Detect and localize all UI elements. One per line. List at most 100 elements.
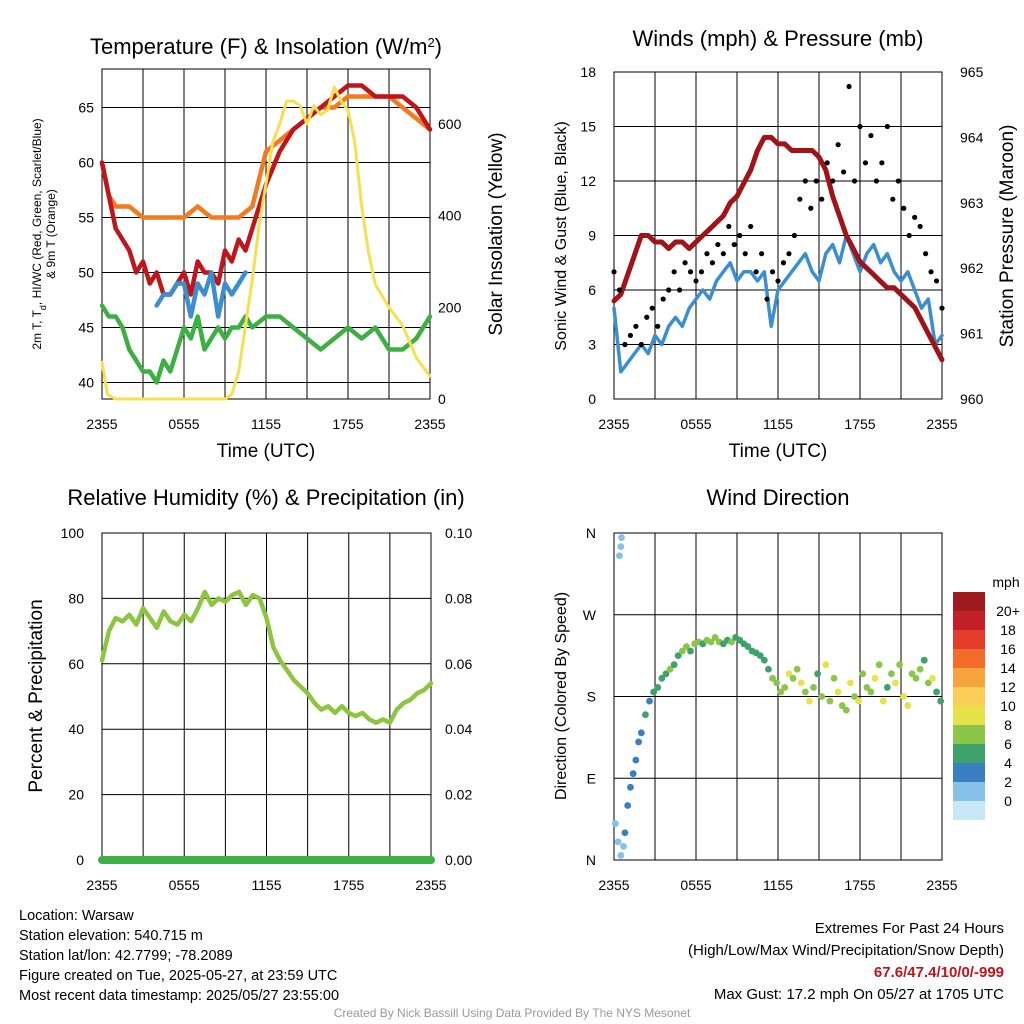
direction-point: [662, 670, 670, 678]
gust-point: [731, 241, 737, 248]
gust-point: [846, 83, 852, 90]
pressure-ytick-label: 964: [960, 129, 984, 145]
created-text: Figure created on Tue, 2025-05-27, at 23…: [19, 968, 338, 984]
colorbar-label: 10: [1000, 698, 1016, 714]
colorbar-swatch: [953, 782, 985, 801]
gust-point: [901, 205, 907, 211]
direction-point: [937, 697, 945, 705]
gust-point: [655, 323, 661, 329]
direction-ytick-label: N: [586, 525, 596, 541]
humidity-axes-xtick-label: 2355: [415, 877, 446, 893]
colorbar-label: 18: [1000, 622, 1016, 638]
temperature-ytick-label: 65: [78, 100, 94, 116]
direction-point: [806, 697, 813, 705]
gust-point: [737, 232, 743, 239]
direction-point: [683, 643, 690, 650]
humidity-axes-xtick-label: 2355: [86, 877, 117, 893]
gust-point: [912, 214, 918, 220]
humidity-ytick-label: 80: [68, 590, 84, 606]
colorbar-swatch: [953, 687, 985, 706]
direction-point: [900, 693, 908, 700]
gust-point: [693, 278, 699, 284]
colorbar-label: 12: [1000, 679, 1016, 695]
pressure-ytick-label: 965: [960, 64, 984, 80]
direction-point: [611, 820, 619, 828]
direction-axes-xtick-label: 1155: [763, 877, 793, 893]
temperature-ytick-label: 55: [78, 210, 94, 226]
winds-axes-xtick-label: 1755: [844, 416, 875, 432]
direction-point: [781, 684, 789, 691]
gust-point: [917, 223, 923, 230]
direction-point: [666, 665, 674, 673]
winds-ytick-label: 9: [588, 228, 596, 244]
gust-point: [895, 178, 901, 184]
insolation-ytick-label: 400: [438, 208, 462, 224]
humidity-ylabel: Percent & Precipitation: [26, 599, 47, 792]
gust-point: [748, 223, 754, 230]
temperature-axes-xtick-label: 1155: [251, 416, 281, 432]
extremes-panel: Extremes For Past 24 Hours (High/Low/Max…: [688, 918, 1004, 1006]
direction-point: [896, 661, 904, 669]
winds-ylabel: Sonic Wind & Gust (Blue, Black): [553, 121, 570, 350]
direction-point: [765, 665, 772, 673]
gust-point: [769, 269, 776, 275]
gust-point: [933, 278, 940, 284]
humidity-ytick-label: 40: [68, 721, 84, 737]
temperature-axes-xtick-label: 1755: [332, 416, 363, 432]
precip-ytick-label: 0.06: [445, 656, 472, 672]
temperature-panel-title: Temperature (F) & Insolation (W/m2): [90, 34, 442, 59]
winds-ytick-label: 15: [580, 119, 596, 135]
direction-point: [929, 674, 936, 682]
temperature-ytick-label: 50: [78, 265, 94, 281]
direction-point: [933, 688, 940, 696]
direction-point: [707, 638, 715, 646]
temperature-xlabel: Time (UTC): [217, 441, 316, 462]
precip-ytick-label: 0.04: [445, 721, 472, 737]
direction-point: [847, 679, 854, 687]
extremes-title: Extremes For Past 24 Hours: [814, 920, 1004, 937]
direction-point: [760, 656, 768, 664]
gust-point: [649, 305, 655, 311]
direction-point: [842, 706, 850, 714]
colorbar-swatch: [953, 744, 985, 763]
gust-point: [704, 251, 710, 257]
gust-point: [906, 232, 912, 239]
gust-point: [780, 260, 787, 266]
temperature-ytick-label: 60: [78, 155, 94, 171]
direction-point: [616, 552, 623, 560]
gust-point: [791, 232, 798, 239]
gust-point: [835, 142, 841, 148]
gust-point: [808, 205, 814, 211]
gust-point: [928, 269, 934, 275]
colorbar-swatch: [953, 725, 985, 744]
winds-axes-xtick-label: 2355: [598, 416, 629, 432]
gust-point: [868, 132, 874, 139]
colorbar-label: 0: [1004, 793, 1012, 809]
humidity-ytick-label: 100: [61, 525, 85, 541]
temperature-series-0: [99, 94, 433, 220]
insolation-ylabel: Solar Insolation (Yellow): [486, 132, 507, 335]
direction-point: [912, 674, 920, 682]
colorbar-swatch: [953, 801, 985, 820]
direction-point: [678, 647, 686, 655]
gust-point: [824, 160, 830, 166]
recent-data-text: Most recent data timestamp: 2025/05/27 2…: [19, 988, 340, 1004]
direction-point: [627, 783, 634, 791]
direction-point: [711, 634, 719, 641]
precip-ytick-label: 0.10: [445, 525, 472, 541]
gust-point: [709, 260, 716, 266]
direction-point: [814, 670, 822, 678]
winds-axes-xtick-label: 1155: [763, 416, 793, 432]
gust-point: [726, 223, 732, 230]
direction-point: [888, 670, 895, 678]
winds-axes-xtick-label: 0555: [680, 416, 711, 432]
direction-point: [621, 829, 629, 837]
direction-point: [777, 688, 785, 696]
gust-point: [830, 178, 836, 184]
direction-point: [654, 684, 662, 691]
direction-point: [908, 670, 916, 678]
gust-point: [687, 269, 694, 275]
direction-point: [797, 679, 805, 687]
insolation-ytick-label: 0: [438, 391, 446, 407]
credit-text: Created By Nick Bassill Using Data Provi…: [333, 1006, 691, 1020]
